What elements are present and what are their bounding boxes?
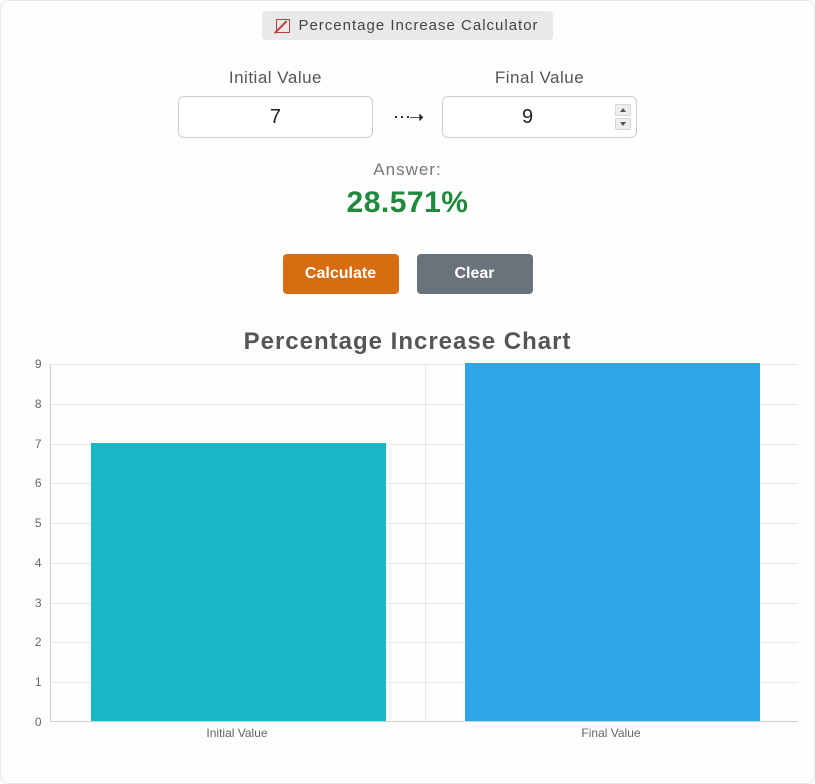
final-value-label: Final Value (442, 68, 637, 88)
calculator-card: Percentage Increase Calculator Initial V… (0, 0, 815, 784)
x-tick-label: Initial Value (206, 726, 267, 740)
chevron-down-icon (620, 122, 626, 126)
title-pill: Percentage Increase Calculator (262, 11, 552, 40)
increase-icon (276, 19, 290, 33)
final-value-input[interactable] (442, 96, 637, 138)
y-tick-label: 0 (35, 715, 42, 729)
chart-x-axis: Initial Value Final Value (50, 726, 798, 746)
final-input-wrap (442, 96, 637, 138)
spinner-down-button[interactable] (615, 118, 631, 130)
spinner-up-button[interactable] (615, 104, 631, 116)
y-tick-label: 7 (35, 437, 42, 451)
y-tick-label: 6 (35, 476, 42, 490)
title-row: Percentage Increase Calculator (11, 11, 804, 40)
grid-vline (425, 364, 426, 721)
answer-label: Answer: (11, 160, 804, 180)
clear-button[interactable]: Clear (417, 254, 533, 294)
chart-plot-area (50, 364, 798, 722)
chart: 0123456789 Initial ValueFinal Value (18, 364, 798, 748)
number-spinner (615, 104, 631, 130)
initial-value-input[interactable] (178, 96, 373, 138)
y-tick-label: 5 (35, 516, 42, 530)
inputs-row: Initial Value ⋯➝ Final Value (11, 68, 804, 138)
y-tick-label: 1 (35, 675, 42, 689)
initial-value-group: Initial Value (178, 68, 373, 138)
y-tick-label: 4 (35, 556, 42, 570)
final-value-group: Final Value (442, 68, 637, 138)
chart-bar (91, 443, 386, 721)
y-tick-label: 8 (35, 397, 42, 411)
chart-title: Percentage Increase Chart (11, 328, 804, 356)
y-tick-label: 3 (35, 596, 42, 610)
initial-value-label: Initial Value (178, 68, 373, 88)
title-text: Percentage Increase Calculator (298, 17, 538, 34)
arrow-icon: ⋯➝ (393, 107, 422, 128)
chevron-up-icon (620, 108, 626, 112)
x-tick-label: Final Value (581, 726, 640, 740)
answer-value: 28.571% (11, 186, 804, 220)
y-tick-label: 9 (35, 357, 42, 371)
calculate-button[interactable]: Calculate (283, 254, 399, 294)
chart-y-axis: 0123456789 (18, 364, 46, 722)
button-row: Calculate Clear (11, 254, 804, 294)
y-tick-label: 2 (35, 635, 42, 649)
chart-bar (465, 363, 760, 721)
